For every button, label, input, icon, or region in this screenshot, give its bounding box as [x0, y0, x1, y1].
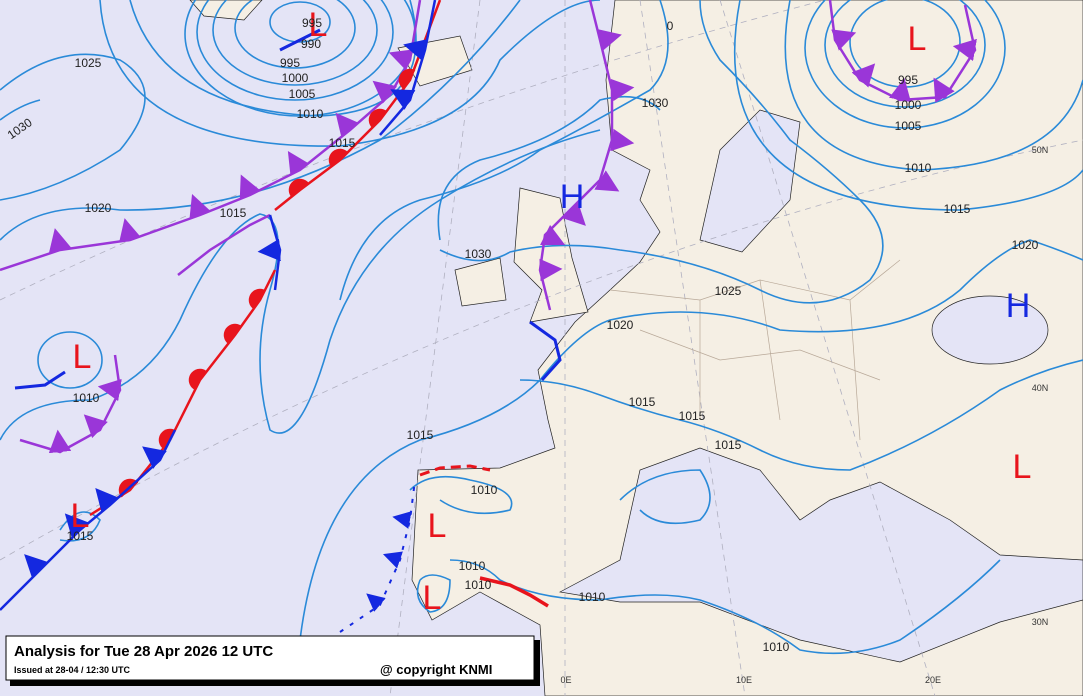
isobar-label: 1025 — [715, 284, 742, 298]
isobar-label: 995 — [302, 16, 322, 30]
isobar-label: 1010 — [763, 640, 790, 654]
isobar-label: 1015 — [944, 202, 971, 216]
isobar-label: 1015 — [220, 206, 247, 220]
pressure-center: L — [71, 497, 90, 535]
isobar-label: 995 — [898, 73, 918, 87]
grid-label: 40N — [1032, 383, 1049, 393]
pressure-center: L — [423, 579, 442, 617]
pressure-center: H — [1006, 287, 1031, 325]
grid-label: 20E — [925, 675, 941, 685]
borders — [609, 259, 901, 441]
isobar-label: 1020 — [85, 201, 112, 215]
seas — [558, 109, 1083, 663]
isobar-label: 1015 — [715, 438, 742, 452]
isobar-label: 1010 — [73, 391, 100, 405]
isobar-label: 1010 — [579, 590, 606, 604]
caption-copyright: @ copyright KNMI — [380, 662, 492, 677]
isobar-label: 1020 — [607, 318, 634, 332]
grid-label: 10E — [736, 675, 752, 685]
isobar-label: 1005 — [895, 119, 922, 133]
pressure-center: L — [908, 20, 927, 58]
pressure-center: L — [428, 507, 447, 545]
isobar-label: 1015 — [629, 395, 656, 409]
pressure-center: H — [560, 178, 585, 216]
isobar-label: 990 — [301, 37, 321, 51]
isobar-label: 1010 — [459, 559, 486, 573]
grid-label: 50N — [1032, 145, 1049, 155]
isobar-label: 1030 — [642, 96, 669, 110]
isobar-label: 0 — [667, 19, 674, 33]
isobar-label: 1000 — [895, 98, 922, 112]
isobar-label: 1010 — [905, 161, 932, 175]
isobar-label: 1000 — [282, 71, 309, 85]
isobar-label: 1010 — [465, 578, 492, 592]
isobar-label: 1025 — [75, 56, 102, 70]
isobar-label: 1020 — [1012, 238, 1039, 252]
isobar-label: 1015 — [407, 428, 434, 442]
isobar-label: 1010 — [471, 483, 498, 497]
fronts — [0, 0, 977, 633]
grid-label: 0E — [560, 675, 571, 685]
caption-title: Analysis for Tue 28 Apr 2026 12 UTC — [14, 643, 273, 660]
isobar-label: 1015 — [67, 529, 94, 543]
grid-label: 30N — [1032, 617, 1049, 627]
caption-issued: Issued at 28-04 / 12:30 UTC — [14, 665, 131, 675]
isobar-label: 1015 — [329, 136, 356, 150]
isobar-label: 995 — [280, 56, 300, 70]
isobar-label: 1015 — [679, 409, 706, 423]
isobar-label: 1005 — [289, 87, 316, 101]
isobar-label: 1030 — [465, 247, 492, 261]
isobar-label: 1010 — [297, 107, 324, 121]
pressure-center: L — [73, 338, 92, 376]
pressure-center: L — [309, 6, 328, 44]
caption-box — [5, 635, 535, 681]
pressure-center: L — [1013, 448, 1032, 486]
